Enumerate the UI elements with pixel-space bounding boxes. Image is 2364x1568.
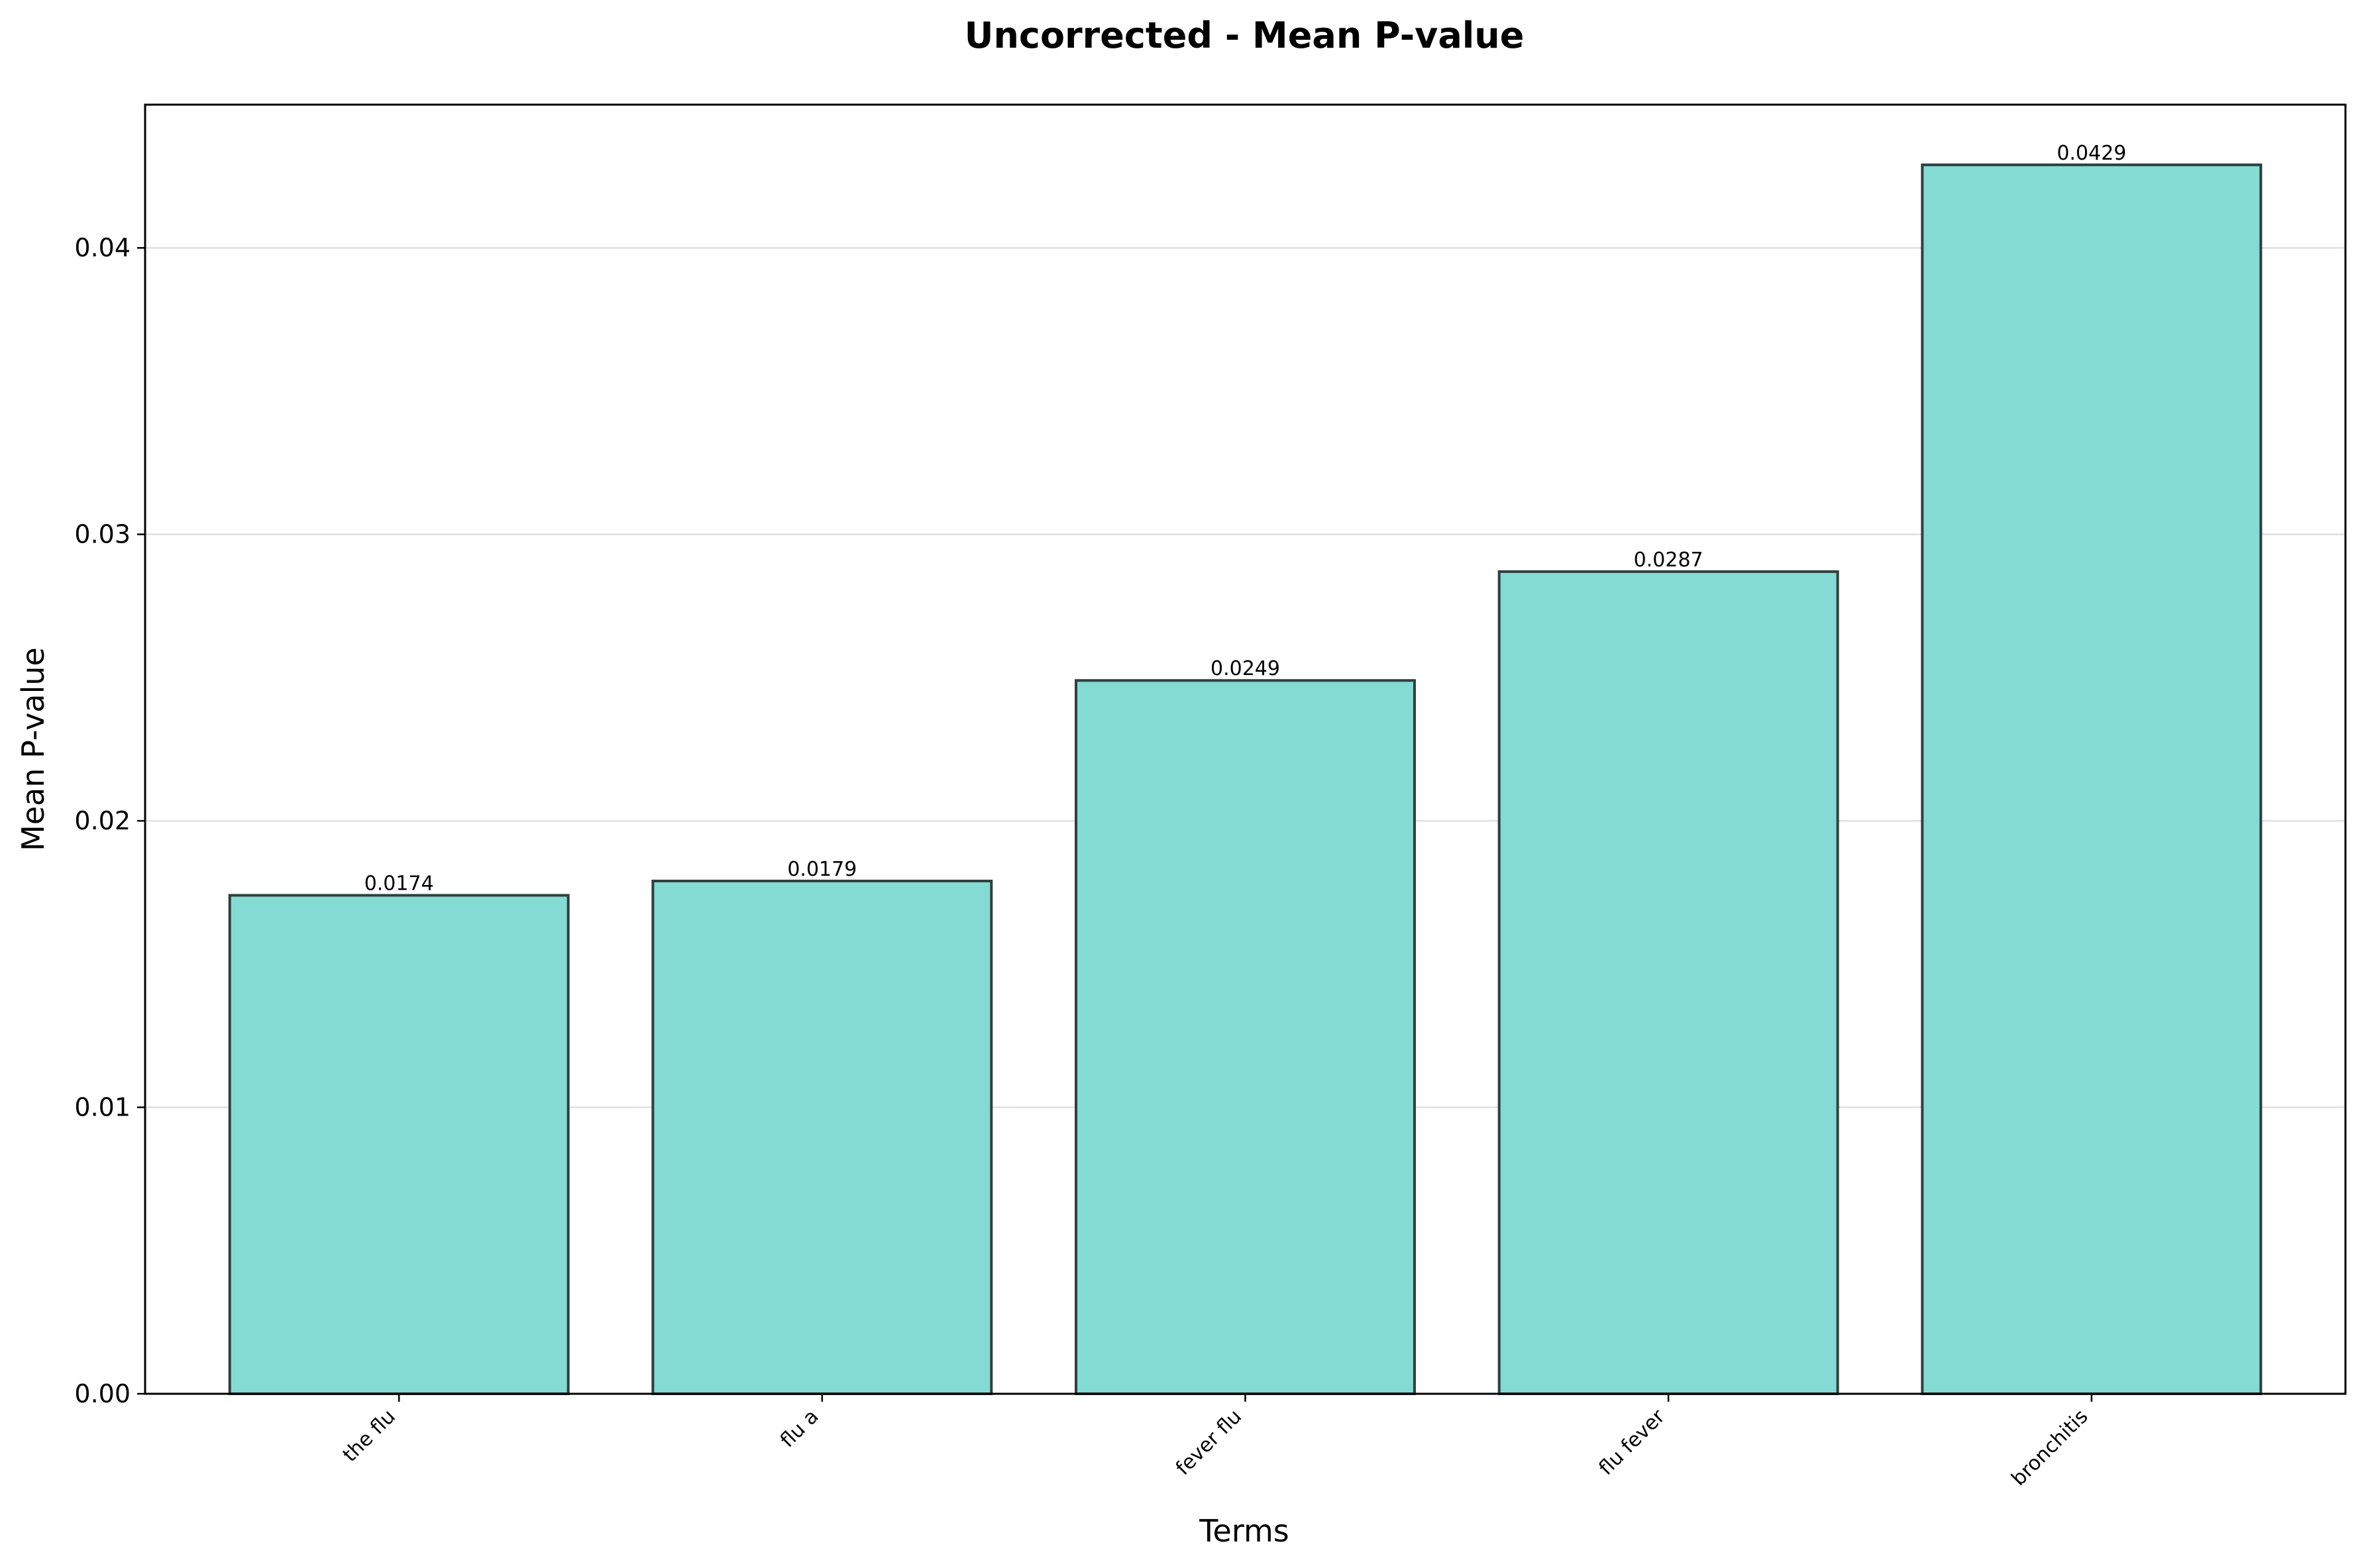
bar-value-label: 0.0287 [1634,549,1703,572]
bar [1075,679,1416,1395]
y-tick-label: 0.00 [74,1379,131,1408]
bar-value-label: 0.0429 [2057,142,2126,165]
bar [228,894,570,1395]
bar-value-label: 0.0174 [364,872,434,896]
chart-title: Uncorrected - Mean P-value [965,15,1525,56]
bar-value-label: 0.0249 [1210,657,1280,680]
y-tick-label: 0.01 [74,1093,131,1122]
data-labels: 0.0174 0.0179 0.0249 0.0287 0.0429 [364,142,2127,896]
y-tick-label: 0.04 [74,233,131,262]
y-axis-label: Mean P-value [15,647,51,851]
x-axis-label: Terms [1199,1513,1289,1549]
bar [651,879,993,1395]
bars [228,163,2263,1396]
bar-value-label: 0.0179 [787,858,857,881]
bar [1921,163,2263,1395]
y-axis: 0.00 0.01 0.02 0.03 0.04 [74,233,145,1408]
y-tick-label: 0.02 [74,806,131,835]
bar [1497,570,1839,1396]
y-tick-label: 0.03 [74,520,131,549]
